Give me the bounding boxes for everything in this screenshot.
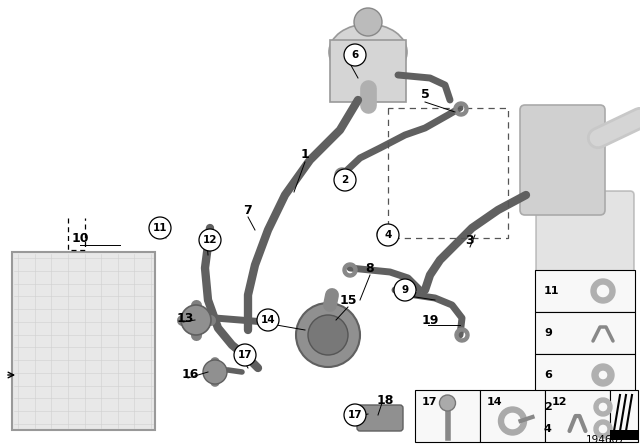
Text: 13: 13 — [176, 311, 194, 324]
Bar — [535, 312, 635, 354]
Circle shape — [344, 404, 366, 426]
FancyBboxPatch shape — [357, 405, 403, 431]
Text: 17: 17 — [422, 397, 438, 407]
Text: 11: 11 — [544, 286, 559, 296]
Text: 194607: 194607 — [586, 435, 625, 445]
Bar — [535, 270, 635, 312]
Text: 17: 17 — [237, 350, 252, 360]
Text: 9: 9 — [401, 285, 408, 295]
Bar — [610, 430, 638, 440]
Circle shape — [234, 344, 256, 366]
Circle shape — [377, 224, 399, 246]
Circle shape — [308, 315, 348, 355]
Bar — [330, 40, 406, 102]
Text: 4: 4 — [544, 424, 552, 434]
Circle shape — [203, 360, 227, 384]
Text: 17: 17 — [348, 410, 362, 420]
Circle shape — [257, 309, 279, 331]
Text: 2: 2 — [544, 402, 552, 412]
Text: 4: 4 — [384, 230, 392, 240]
Circle shape — [181, 305, 211, 335]
Bar — [12, 252, 155, 430]
Text: 8: 8 — [365, 262, 374, 275]
Circle shape — [334, 169, 356, 191]
Text: 7: 7 — [244, 203, 252, 216]
Text: 6: 6 — [544, 370, 552, 380]
Bar — [545, 390, 610, 442]
Bar — [535, 396, 635, 418]
Text: 15: 15 — [339, 293, 356, 306]
Text: 5: 5 — [420, 89, 429, 102]
Bar — [610, 390, 638, 442]
Text: 14: 14 — [260, 315, 275, 325]
Text: 16: 16 — [181, 369, 198, 382]
Text: 18: 18 — [376, 393, 394, 406]
Polygon shape — [12, 252, 155, 430]
Bar — [535, 418, 635, 440]
Circle shape — [344, 44, 366, 66]
Text: 9: 9 — [544, 328, 552, 338]
Text: 14: 14 — [487, 397, 502, 407]
Circle shape — [394, 279, 416, 301]
Text: 2: 2 — [341, 175, 349, 185]
Circle shape — [354, 8, 382, 36]
Circle shape — [149, 217, 171, 239]
Text: 12: 12 — [552, 397, 568, 407]
Bar — [415, 390, 480, 442]
FancyBboxPatch shape — [520, 105, 605, 215]
Text: 19: 19 — [421, 314, 438, 327]
Bar — [535, 354, 635, 396]
Bar — [480, 390, 545, 442]
Circle shape — [440, 395, 456, 411]
FancyBboxPatch shape — [536, 191, 634, 289]
Text: 10: 10 — [71, 232, 89, 245]
Circle shape — [199, 229, 221, 251]
Text: 3: 3 — [466, 233, 474, 246]
Text: 6: 6 — [351, 50, 358, 60]
Circle shape — [296, 303, 360, 367]
Text: 12: 12 — [203, 235, 217, 245]
Text: 11: 11 — [153, 223, 167, 233]
Ellipse shape — [329, 24, 407, 80]
Text: 1: 1 — [301, 148, 309, 161]
